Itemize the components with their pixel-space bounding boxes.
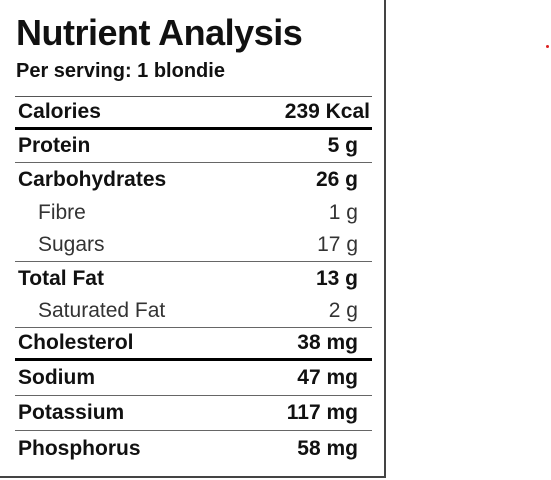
value: 17 g bbox=[317, 233, 358, 256]
label: Potassium bbox=[18, 401, 125, 424]
label: Saturated Fat bbox=[38, 299, 166, 322]
row: Fibre 1 g bbox=[15, 196, 372, 229]
value: 5 g bbox=[327, 134, 358, 157]
title: Nutrient Analysis bbox=[16, 12, 303, 53]
subtitle: Per serving: 1 blondie bbox=[16, 60, 225, 82]
row: Protein 5 g bbox=[15, 130, 372, 163]
row: Sugars 17 g bbox=[15, 229, 372, 262]
row: Carbohydrates 26 g bbox=[15, 163, 372, 196]
label: Carbohydrates bbox=[18, 167, 167, 191]
value: 1 g bbox=[328, 200, 358, 224]
row: Cholesterol 38 mg bbox=[15, 328, 372, 361]
row: Total Fat 13 g bbox=[15, 262, 372, 295]
value: 239 Kcal bbox=[284, 100, 370, 123]
dot bbox=[546, 45, 549, 48]
value: 13 g bbox=[315, 266, 358, 290]
label: Total Fat bbox=[18, 266, 104, 290]
value: 117 mg bbox=[286, 401, 358, 424]
row: Potassium 117 mg bbox=[15, 396, 372, 431]
nutrition-card: Nutrient Analysis Per serving: 1 blondie… bbox=[0, 0, 386, 478]
label: Calories bbox=[18, 100, 101, 123]
value: 58 mg bbox=[297, 436, 358, 460]
label: Phosphorus bbox=[18, 436, 141, 460]
label: Cholesterol bbox=[18, 331, 134, 354]
row: Sodium 47 mg bbox=[15, 361, 372, 396]
value: 2 g bbox=[328, 299, 358, 322]
nutrient-table: Calories 239 Kcal Protein 5 g Carbohydrate… bbox=[15, 96, 372, 466]
value: 47 mg bbox=[297, 366, 358, 389]
row: Saturated Fat 2 g bbox=[15, 295, 372, 328]
row: Calories 239 Kcal bbox=[15, 97, 372, 130]
label: Sugars bbox=[38, 233, 105, 256]
value: 38 mg bbox=[297, 331, 358, 354]
label: Sodium bbox=[18, 366, 95, 389]
label: Protein bbox=[18, 134, 91, 157]
row: Phosphorus 58 mg bbox=[15, 431, 372, 466]
label: Fibre bbox=[38, 200, 86, 224]
value: 26 g bbox=[315, 167, 358, 191]
